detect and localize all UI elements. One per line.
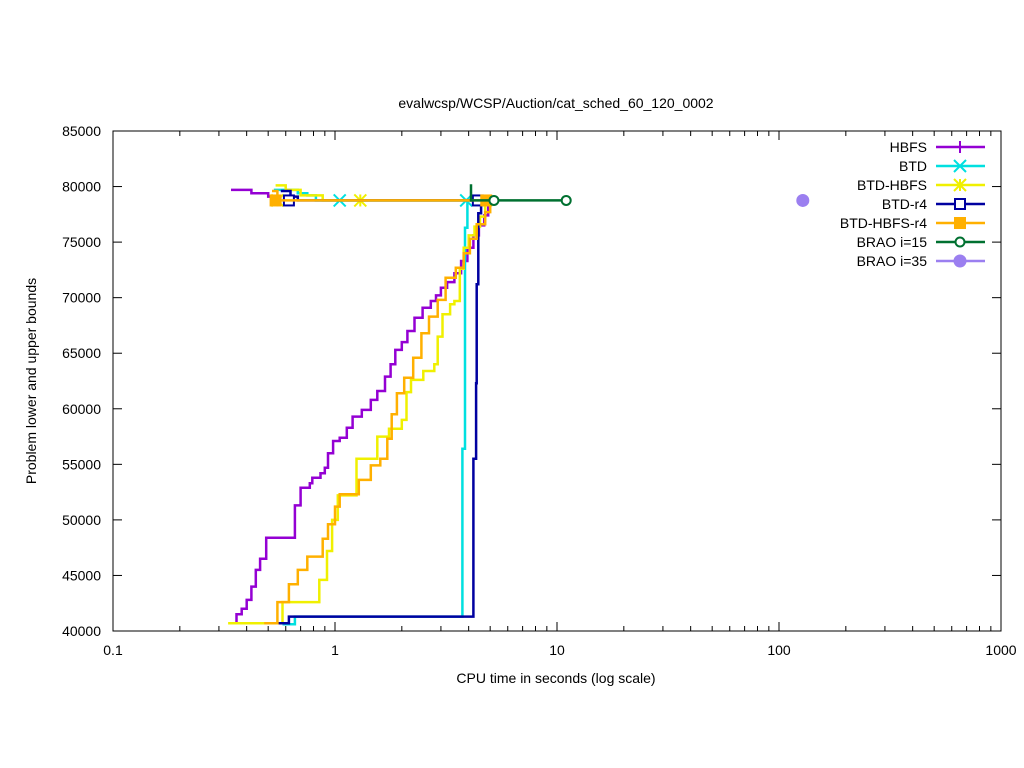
x-tick-label: 100 (767, 642, 791, 658)
series-brao-i-35 (796, 193, 810, 207)
series-marker (954, 141, 966, 153)
legend-entry: BTD-HBFS (857, 177, 985, 193)
legend-entry: HBFS (890, 139, 985, 155)
x-tick-label: 1000 (985, 642, 1016, 658)
y-tick-label: 55000 (62, 456, 101, 472)
series-lower-bound-line (264, 202, 492, 625)
legend-entry: BTD-HBFS-r4 (840, 215, 985, 231)
y-tick-label: 80000 (62, 179, 101, 195)
legend-entry: BTD-r4 (882, 196, 985, 212)
legend-entry: BRAO i=35 (857, 253, 985, 269)
legend-label: BRAO i=35 (857, 253, 928, 269)
series-marker (796, 193, 810, 207)
legend-label: BRAO i=15 (857, 234, 928, 250)
y-tick-label: 60000 (62, 401, 101, 417)
legend-label: BTD-HBFS-r4 (840, 215, 927, 231)
y-tick-label: 85000 (62, 123, 101, 139)
series-marker (954, 217, 966, 229)
series-upper-bound-line (469, 184, 567, 202)
legend-entry: BRAO i=15 (857, 234, 985, 250)
series-lower-bound-line (228, 205, 487, 625)
series-hbfs (231, 188, 490, 624)
y-tick-label: 70000 (62, 290, 101, 306)
series-btd-hbfs-r4 (264, 189, 493, 625)
series-marker (953, 254, 967, 268)
axis-ticks: 40000 45000 50000 55000 60000 65000 70000 75000… (62, 123, 1017, 658)
legend-label: HBFS (890, 139, 927, 155)
y-tick-label: 40000 (62, 623, 101, 639)
legend-entry: BTD (899, 158, 985, 174)
x-tick-label: 10 (549, 642, 565, 658)
series-brao-i-15 (469, 184, 572, 206)
legend-label: BTD-HBFS (857, 177, 927, 193)
x-axis-label: CPU time in seconds (log scale) (456, 670, 655, 686)
y-tick-label: 45000 (62, 567, 101, 583)
y-tick-label: 50000 (62, 512, 101, 528)
series-marker (560, 194, 572, 206)
chart-title: evalwcsp/WCSP/Auction/cat_sched_60_120_0… (398, 95, 713, 111)
x-tick-label: 0.1 (103, 642, 123, 658)
y-tick-label: 65000 (62, 345, 101, 361)
series-layer (228, 184, 810, 626)
series-lower-bound-line (282, 198, 469, 626)
legend-label: BTD-r4 (882, 196, 927, 212)
y-tick-label: 75000 (62, 234, 101, 250)
y-axis-label: Problem lower and upper bounds (23, 278, 39, 484)
series-marker (488, 194, 500, 206)
series-lower-bound-line (235, 205, 490, 624)
series-marker (954, 198, 966, 210)
series-btd (273, 188, 473, 626)
x-tick-label: 1 (331, 642, 339, 658)
plot-frame (112, 130, 1002, 632)
series-marker (953, 159, 967, 173)
legend: HBFS BTD BTD-HBFS BTD-r4 BTD-HBFS-r4 BRAO i=1… (840, 139, 985, 269)
legend-label: BTD (899, 158, 927, 174)
series-marker (953, 178, 967, 192)
series-marker (954, 236, 966, 248)
series-marker (269, 194, 282, 207)
